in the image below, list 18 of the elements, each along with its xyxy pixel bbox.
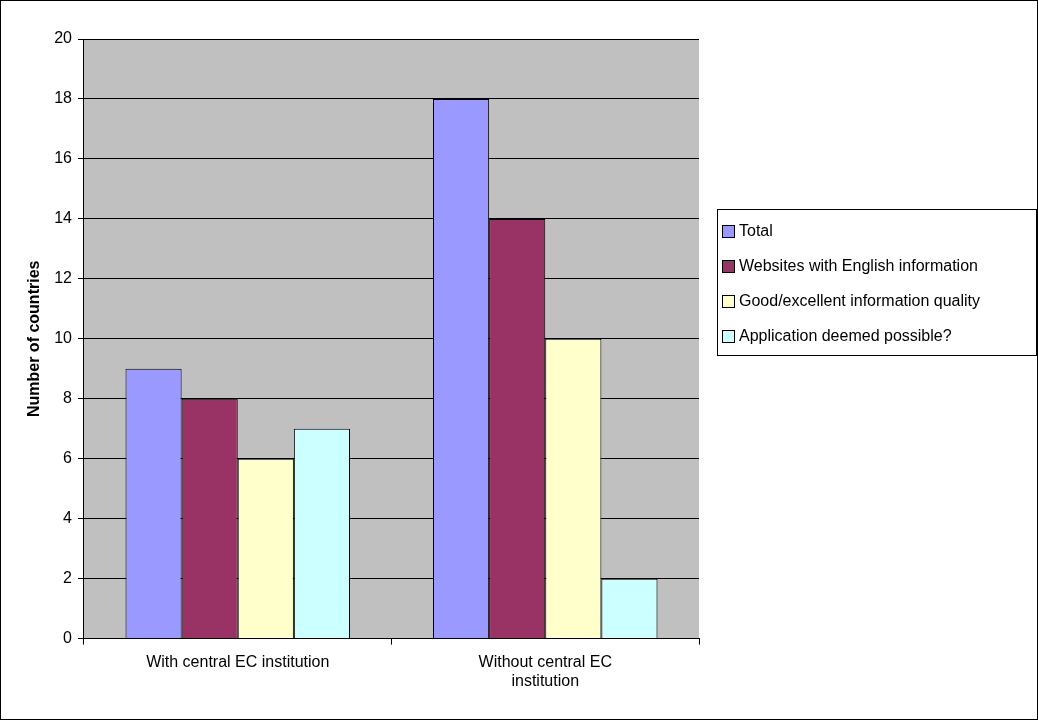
y-tick-label: 0 xyxy=(63,629,73,647)
legend-label: Application deemed possible? xyxy=(739,326,952,346)
y-tick-label: 10 xyxy=(54,329,73,347)
y-tick-label: 6 xyxy=(63,449,73,467)
y-tick-label: 8 xyxy=(63,389,73,407)
y-axis-title: Number of countries xyxy=(25,260,43,418)
y-tick-label: 18 xyxy=(54,89,73,107)
y-tick-label: 20 xyxy=(54,29,73,47)
y-tick-label: 14 xyxy=(54,209,73,227)
x-tick-label: Without central EC institution xyxy=(478,652,612,689)
x-tick-label: With central EC institution xyxy=(146,652,330,670)
y-tick-label: 2 xyxy=(63,569,73,587)
legend-label: Websites with English information xyxy=(739,256,978,276)
legend-label: Good/excellent information quality xyxy=(739,291,981,311)
legend-label: Total xyxy=(739,221,773,241)
y-tick-label: 12 xyxy=(54,269,73,287)
y-tick-label: 16 xyxy=(54,149,73,167)
y-tick-label: 4 xyxy=(63,509,73,527)
